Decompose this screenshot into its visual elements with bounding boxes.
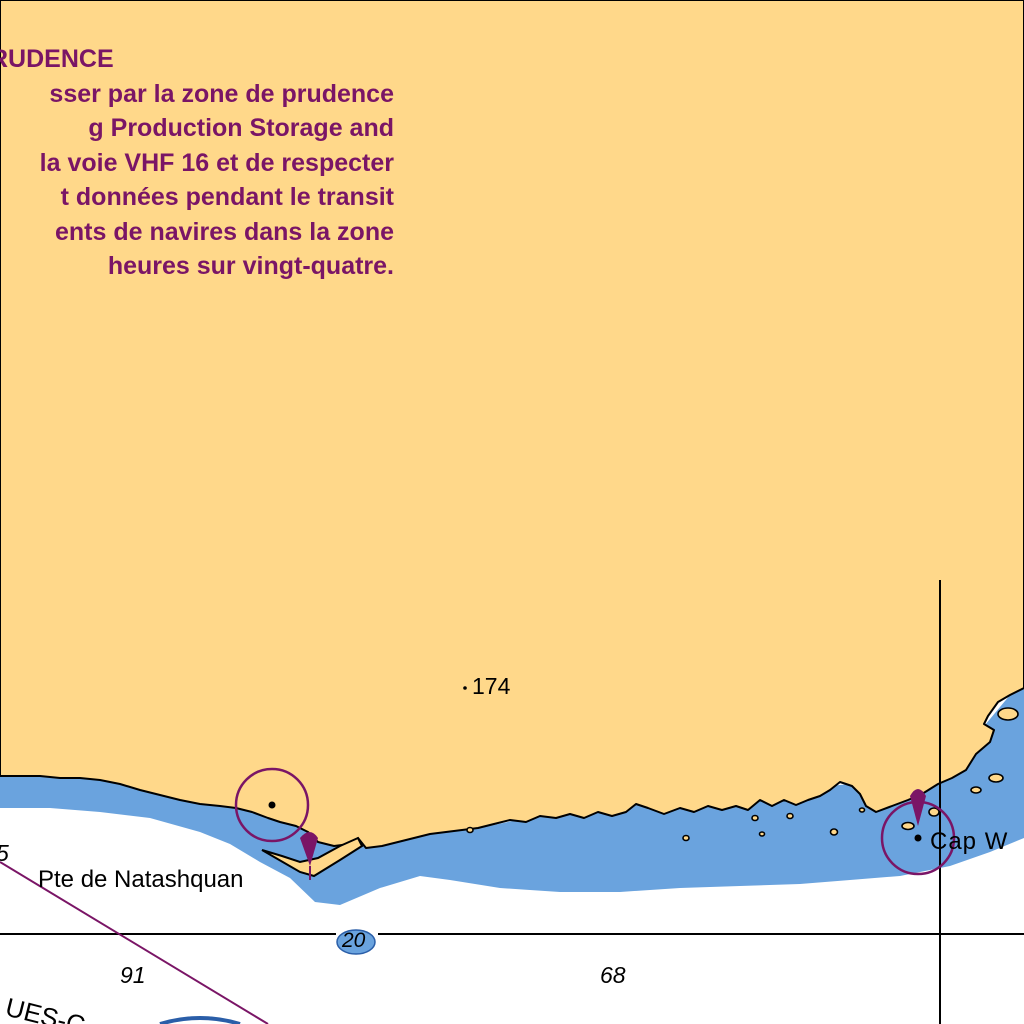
shoal-20-ring [336, 929, 376, 955]
islets [466, 707, 1019, 842]
notice-line: t données pendant le transit [60, 183, 394, 211]
land-area [0, 0, 1024, 849]
sounding-91: 91 [120, 962, 146, 988]
sounding-5: 5 [0, 840, 9, 867]
sounding-68: 68 [600, 962, 626, 988]
notice-line: heures sur vingt-quatre. [107, 252, 394, 280]
marine-notice: RUDENCE sser par la zone de prudence g P… [0, 42, 394, 284]
bottom-shoal [159, 1016, 241, 1024]
place-name-cap[interactable]: Cap W [930, 828, 1009, 855]
spot-height-dot [463, 686, 467, 690]
place-name-natashquan[interactable]: Pte de Natashquan [38, 866, 244, 893]
shallow-water-band [0, 688, 1024, 905]
sounding-20: 20 [342, 929, 366, 952]
spot-height: 174 [472, 673, 511, 699]
notice-line: ents de navires dans la zone [54, 217, 394, 246]
notice-line: sser par la zone de prudence [49, 79, 394, 108]
light-natashquan-icon[interactable] [234, 767, 318, 880]
traffic-lane-line [0, 861, 269, 1024]
light-cap-icon[interactable] [880, 789, 956, 876]
notice-line: g Production Storage and [88, 114, 394, 142]
notice-title: RUDENCE [0, 45, 114, 73]
notice-line: la voie VHF 16 et de respecter [39, 148, 394, 177]
